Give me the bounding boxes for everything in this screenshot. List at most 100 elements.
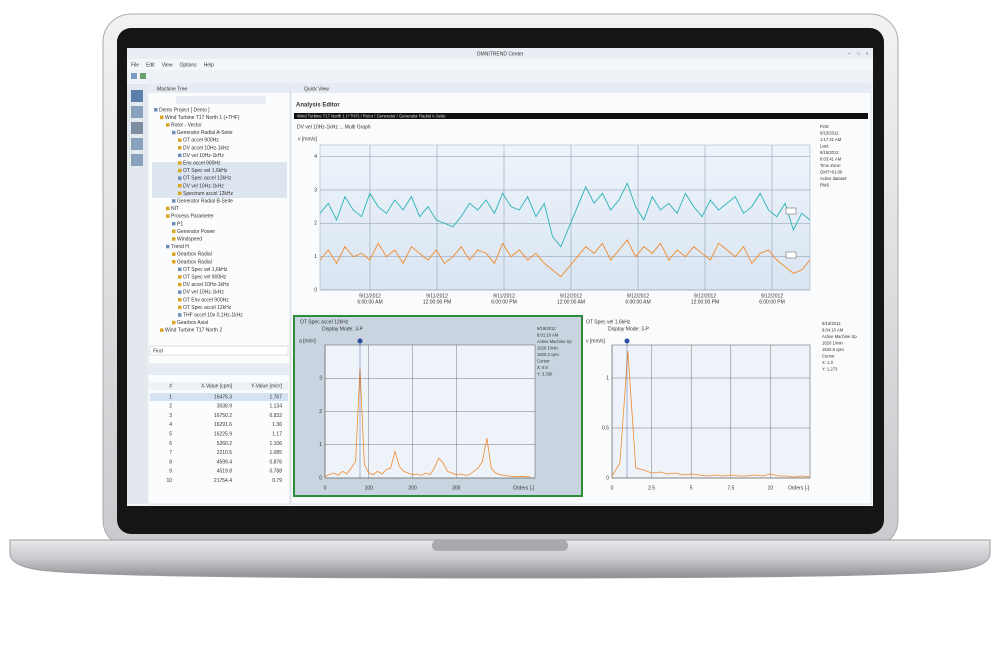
tree-item[interactable]: NIT (171, 206, 179, 212)
tree-item[interactable]: Wind Turbine T17 North 1 (+THF) (165, 115, 240, 121)
chart-title: OT Spec accel 12kHz (300, 319, 349, 325)
menu-item[interactable]: File (131, 62, 139, 68)
machine-tree-panel (147, 83, 291, 365)
table-row-selected (150, 393, 288, 401)
tree-item[interactable]: DV vel 10Hz-1kHz (183, 290, 224, 296)
table-cell: 0.876 (269, 459, 282, 465)
y-tick-label: 4 (314, 154, 317, 160)
tree-item[interactable]: Trend H (171, 244, 189, 250)
side-icon[interactable] (131, 154, 143, 166)
table: # X-Value [cpm] Y-Value [m/s²] 1 16475.3 1.76… (166, 383, 282, 484)
title-bar (127, 48, 873, 59)
table-header (150, 382, 288, 390)
table-cell: 6 (169, 441, 172, 447)
tree-item[interactable]: DV vel 10Hz-1kHz (183, 183, 224, 189)
tree-icon (166, 244, 170, 249)
table-cell: 3038.9 (217, 404, 233, 410)
info-text: Cursor (537, 359, 550, 364)
side-icon[interactable] (131, 106, 143, 118)
tree-icon (172, 237, 176, 241)
charts: DV vel 10Hz-1kHz ... Multi Graph v [mm/s]… (297, 124, 857, 491)
quick-view-tab[interactable]: Quick View (304, 86, 329, 92)
tree-item[interactable]: OT Env accel 900Hz (183, 297, 229, 303)
display-mode: Display Mode: 3-P (322, 326, 364, 332)
tree-item[interactable]: DV accel 10Hz-1kHz (183, 282, 230, 288)
panel-title: Machine Tree (157, 86, 188, 92)
x-tick-label: 0 (324, 485, 327, 491)
x-axis-label: Orders [-] (788, 485, 810, 491)
close-button[interactable]: × (866, 51, 869, 56)
tree-item[interactable]: Windspeed (177, 237, 202, 243)
tree-item[interactable]: P1 (177, 221, 183, 227)
info-text: Y: 1.273 (822, 367, 838, 372)
tree-item[interactable]: OT Spec vel 900Hz (183, 275, 227, 281)
x-tick-label: 9/12/2012 (694, 293, 716, 299)
tree-item[interactable]: Gearbox Radial (177, 259, 212, 265)
tree-item[interactable]: Spectrum accel 12kHz (183, 191, 234, 197)
maximize-button[interactable]: □ (857, 51, 860, 56)
minimize-button[interactable]: – (848, 51, 851, 56)
y-tick-label: 2 (314, 221, 317, 227)
menu-item[interactable]: Help (204, 62, 215, 68)
menu-item[interactable]: View (162, 62, 173, 68)
path-text: Wind Turbine T17 North 1 (+THF) / Rotor … (297, 113, 446, 118)
tree-item[interactable]: OT accel 900Hz (183, 138, 219, 144)
info-text: First: (820, 124, 829, 129)
cursor-handle[interactable] (624, 338, 630, 344)
tree-item[interactable]: OT Spec accel 12kHz (183, 176, 232, 182)
tree-item[interactable]: Wind Turbine T17 North 2 (165, 328, 222, 334)
tree-icon (178, 313, 182, 317)
info-text: X: 1.0 (822, 360, 834, 365)
tree-item[interactable]: DV accel 10Hz-1kHz (183, 145, 230, 151)
y-tick-label: 0 (314, 287, 317, 293)
tree-item[interactable]: Gearbox Radial (177, 252, 212, 258)
y-axis-label: v [mm/s] (586, 338, 605, 344)
x-tick-label: 9/11/2012 (359, 293, 381, 299)
tree-item[interactable]: Gearbox Axial (177, 320, 208, 326)
tree-item[interactable]: Generator Radial B-Seite (177, 199, 233, 205)
cursor-handle[interactable] (357, 338, 363, 344)
info-text: 8:01:10 AM (537, 333, 559, 338)
find-placeholder: Find (153, 348, 163, 354)
table-cell: 4599.4 (217, 459, 233, 465)
y-tick-label: 1 (319, 442, 322, 448)
tree-icon (178, 282, 182, 287)
tree-icon (178, 267, 182, 272)
tree-item[interactable]: Process Parameter (171, 214, 214, 220)
table-column-header: X-Value [cpm] (201, 383, 233, 389)
info-text: Y: 3.330 (537, 372, 553, 377)
tree-item[interactable]: OT Spec vel 1,6kHz (183, 168, 228, 174)
info-text: Active dataset: (820, 176, 847, 181)
tree-item[interactable]: THF accel 10x 0,1Hz-1kHz (183, 313, 243, 319)
cursor-label (785, 251, 797, 259)
side-strip (127, 84, 147, 504)
info-text: X: 8.0 (537, 365, 549, 370)
display-mode: Display Mode: 3-P (608, 326, 650, 332)
side-icon[interactable] (131, 122, 143, 134)
tree-item[interactable]: Demo Project [ Demo ] (159, 107, 210, 113)
info-text: Active Machine Sp (537, 339, 572, 344)
tree-selection (152, 162, 287, 198)
y-tick-label: 1 (314, 254, 317, 260)
tree-item[interactable]: DV vel 10Hz-1kHz (183, 153, 224, 159)
menu-item[interactable]: Options (179, 62, 197, 68)
tree-icon (154, 108, 158, 112)
menu-item[interactable]: Edit (146, 62, 155, 68)
tree-icon (166, 214, 170, 218)
tree-item[interactable]: OT Spec vel 1,6kHz (183, 267, 228, 273)
tree-item[interactable]: Env accel 900Hz (183, 161, 221, 167)
toolbar-icon[interactable] (140, 73, 146, 79)
side-icon[interactable] (131, 90, 143, 102)
tree-item[interactable]: OT Spec accel 12kHz (183, 305, 232, 311)
toolbar-icon[interactable] (131, 73, 137, 79)
info-text: 9/19/2012 (537, 326, 556, 331)
tree-item[interactable]: Generator Radial A-Seite (177, 130, 233, 136)
find-box[interactable] (149, 345, 289, 356)
x-tick-label: 10 (768, 485, 774, 491)
tree-item[interactable]: Rotor - Vector (171, 123, 202, 129)
tree-item[interactable]: Generator Power (177, 229, 215, 235)
table-cell: 5260.2 (217, 441, 233, 447)
side-icon[interactable] (131, 138, 143, 150)
table-cell: 1.17 (272, 432, 282, 438)
